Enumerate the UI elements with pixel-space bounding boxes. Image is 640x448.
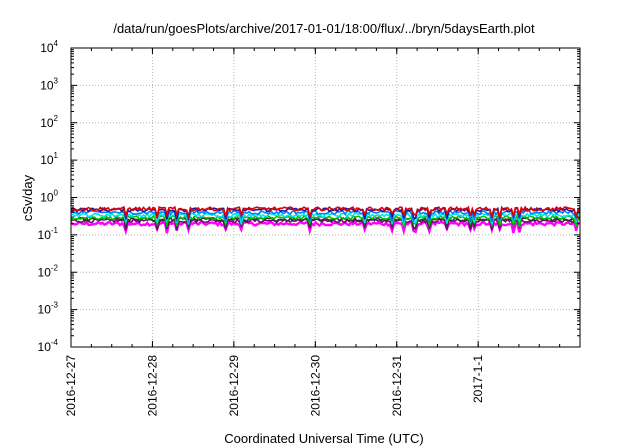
y-tick-label: 103 (40, 76, 58, 92)
y-tick-exponent: -1 (51, 226, 59, 235)
y-tick-label: 10-2 (38, 263, 59, 279)
y-tick-mantissa: 10 (38, 340, 52, 354)
y-tick-mantissa: 10 (40, 191, 54, 205)
series-line-3 (71, 214, 580, 229)
y-tick-label: 102 (40, 114, 58, 130)
x-tick-label: 2016-12-28 (145, 355, 159, 417)
y-tick-mantissa: 10 (38, 303, 52, 317)
x-tick-label: 2016-12-30 (308, 355, 322, 417)
y-tick-mantissa: 10 (38, 228, 52, 242)
y-tick-exponent: 3 (54, 76, 59, 85)
data-series (71, 205, 580, 236)
y-tick-mantissa: 10 (40, 41, 54, 55)
series-line-7 (71, 205, 580, 221)
series-line-0 (71, 217, 580, 236)
y-tick-exponent: -3 (51, 301, 59, 310)
y-tick-mantissa: 10 (38, 265, 52, 279)
y-tick-label: 100 (40, 189, 58, 205)
y-tick-mantissa: 10 (40, 78, 54, 92)
y-axis-label: cSv/day (20, 174, 35, 221)
x-axis-label: Coordinated Universal Time (UTC) (224, 431, 423, 446)
x-tick-label: 2016-12-29 (227, 355, 241, 417)
y-tick-label: 10-4 (38, 338, 59, 354)
y-tick-exponent: 4 (54, 39, 59, 48)
y-tick-exponent: -4 (51, 338, 59, 347)
x-tick-label: 2017-1-1 (471, 355, 485, 403)
axis-ticks (70, 47, 581, 348)
y-tick-exponent: -2 (51, 263, 59, 272)
y-tick-label: 104 (40, 39, 58, 55)
y-tick-exponent: 1 (54, 151, 59, 160)
grid-lines (70, 48, 580, 347)
y-tick-mantissa: 10 (40, 116, 54, 130)
y-tick-label: 10-3 (38, 301, 59, 317)
y-tick-label: 101 (40, 151, 58, 167)
x-tick-label: 2016-12-31 (390, 355, 404, 417)
x-tick-label: 2016-12-27 (64, 355, 78, 417)
y-tick-mantissa: 10 (40, 153, 54, 167)
y-tick-exponent: 0 (54, 189, 59, 198)
y-tick-label: 10-1 (38, 226, 59, 242)
chart-title: /data/run/goesPlots/archive/2017-01-01/1… (113, 21, 535, 36)
y-tick-exponent: 2 (54, 114, 59, 123)
x-tick-labels: 2016-12-27 2016-12-28 2016-12-29 2016-12-30… (64, 355, 485, 417)
